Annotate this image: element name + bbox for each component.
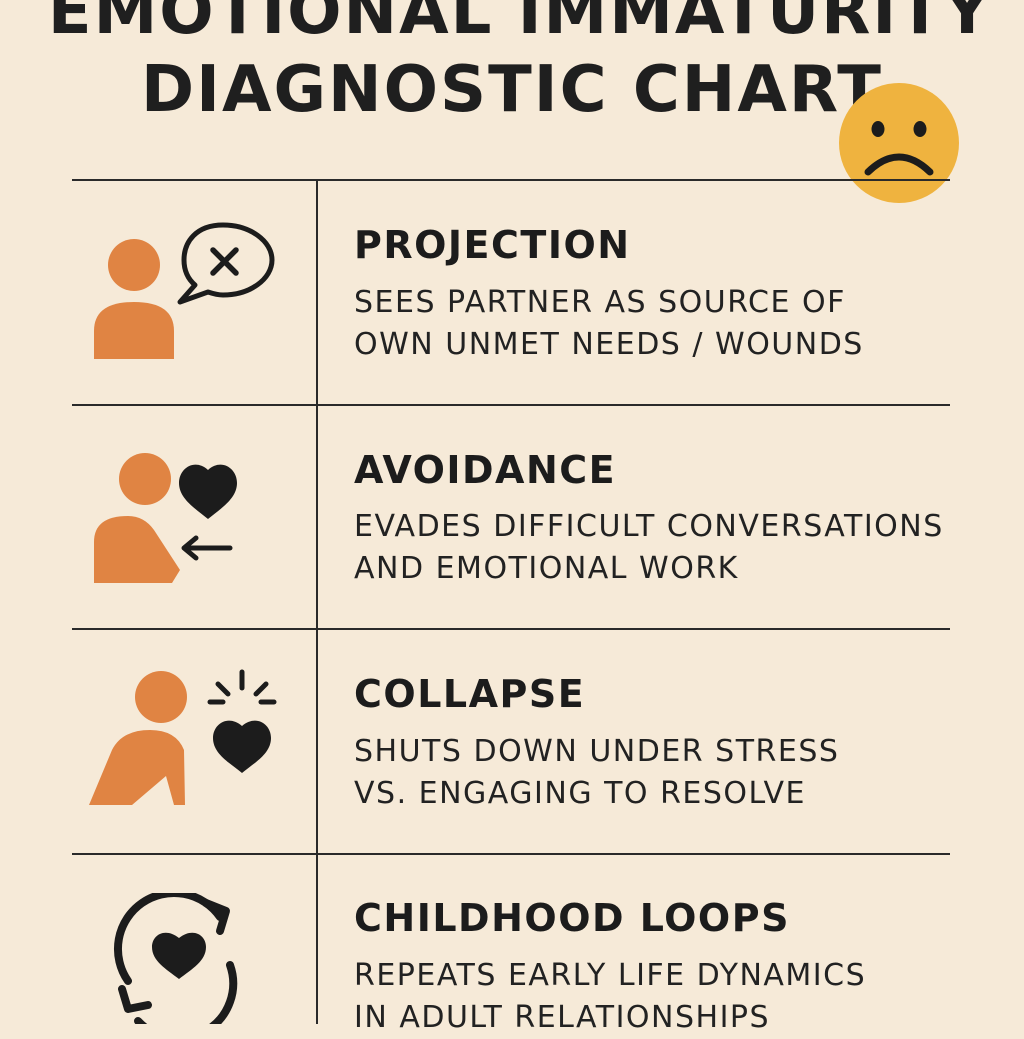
- row-desc-avoidance: EVADES DIFFICULT CONVERSATIONS AND EMOTI…: [354, 506, 944, 590]
- sad-face-icon: [839, 83, 959, 203]
- person-breaking-heart-icon: [89, 669, 277, 805]
- row-desc-collapse: SHUTS DOWN UNDER STRESS VS. ENGAGING TO …: [354, 731, 839, 815]
- row-desc-line: SEES PARTNER AS SOURCE OF: [354, 285, 846, 320]
- heart-cycle-arrows-icon: [114, 893, 238, 1024]
- divider-row-2: [72, 628, 950, 630]
- page-title-line-2: DIAGNOSTIC CHART: [141, 53, 883, 127]
- row-title-avoidance: AVOIDANCE: [354, 448, 617, 492]
- row-desc-line: AND EMOTIONAL WORK: [354, 551, 739, 586]
- row-desc-line: IN ADULT RELATIONSHIPS: [354, 1000, 771, 1035]
- divider-row-3: [72, 853, 950, 855]
- row-desc-line: EVADES DIFFICULT CONVERSATIONS: [354, 509, 944, 544]
- row-title-projection: PROJECTION: [354, 223, 631, 267]
- row-title-collapse: COLLAPSE: [354, 672, 586, 716]
- divider-top: [72, 179, 950, 181]
- person-turning-from-heart-icon: [94, 453, 237, 583]
- row-desc-line: OWN UNMET NEEDS / WOUNDS: [354, 327, 864, 362]
- row-title-childhood-loops: CHILDHOOD LOOPS: [354, 896, 790, 940]
- page-title-line-1: EMOTIONAL IMMATURITY: [47, 0, 993, 49]
- row-desc-line: REPEATS EARLY LIFE DYNAMICS: [354, 958, 867, 993]
- person-speech-bubble-x-icon: [94, 222, 275, 359]
- column-divider: [316, 180, 318, 1024]
- row-desc-line: VS. ENGAGING TO RESOLVE: [354, 776, 806, 811]
- row-desc-childhood-loops: REPEATS EARLY LIFE DYNAMICS IN ADULT REL…: [354, 955, 866, 1039]
- row-desc-projection: SEES PARTNER AS SOURCE OF OWN UNMET NEED…: [354, 282, 864, 366]
- divider-row-1: [72, 404, 950, 406]
- row-desc-line: SHUTS DOWN UNDER STRESS: [354, 734, 840, 769]
